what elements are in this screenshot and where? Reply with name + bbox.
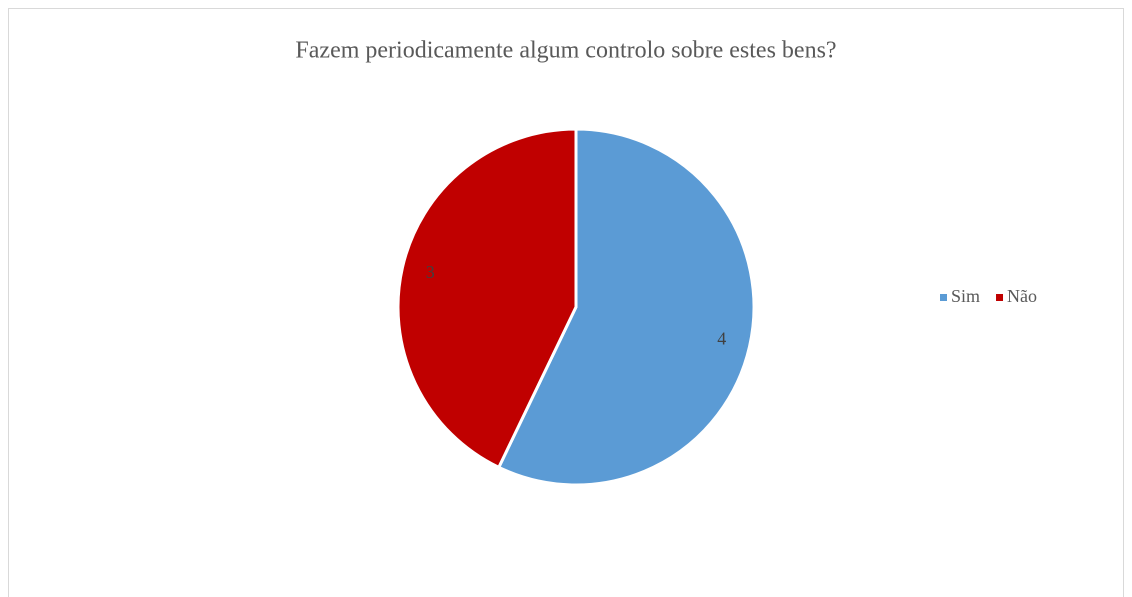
legend-swatch xyxy=(940,294,947,301)
chart-title: Fazem periodicamente algum controlo sobr… xyxy=(295,38,836,64)
data-label: 4 xyxy=(717,328,726,348)
legend-label: Não xyxy=(1007,286,1037,306)
pie-slice xyxy=(396,127,578,470)
legend-label: Sim xyxy=(951,286,980,306)
data-label: 3 xyxy=(426,262,435,282)
legend-swatch xyxy=(996,294,1004,301)
pie-slice xyxy=(496,127,756,487)
